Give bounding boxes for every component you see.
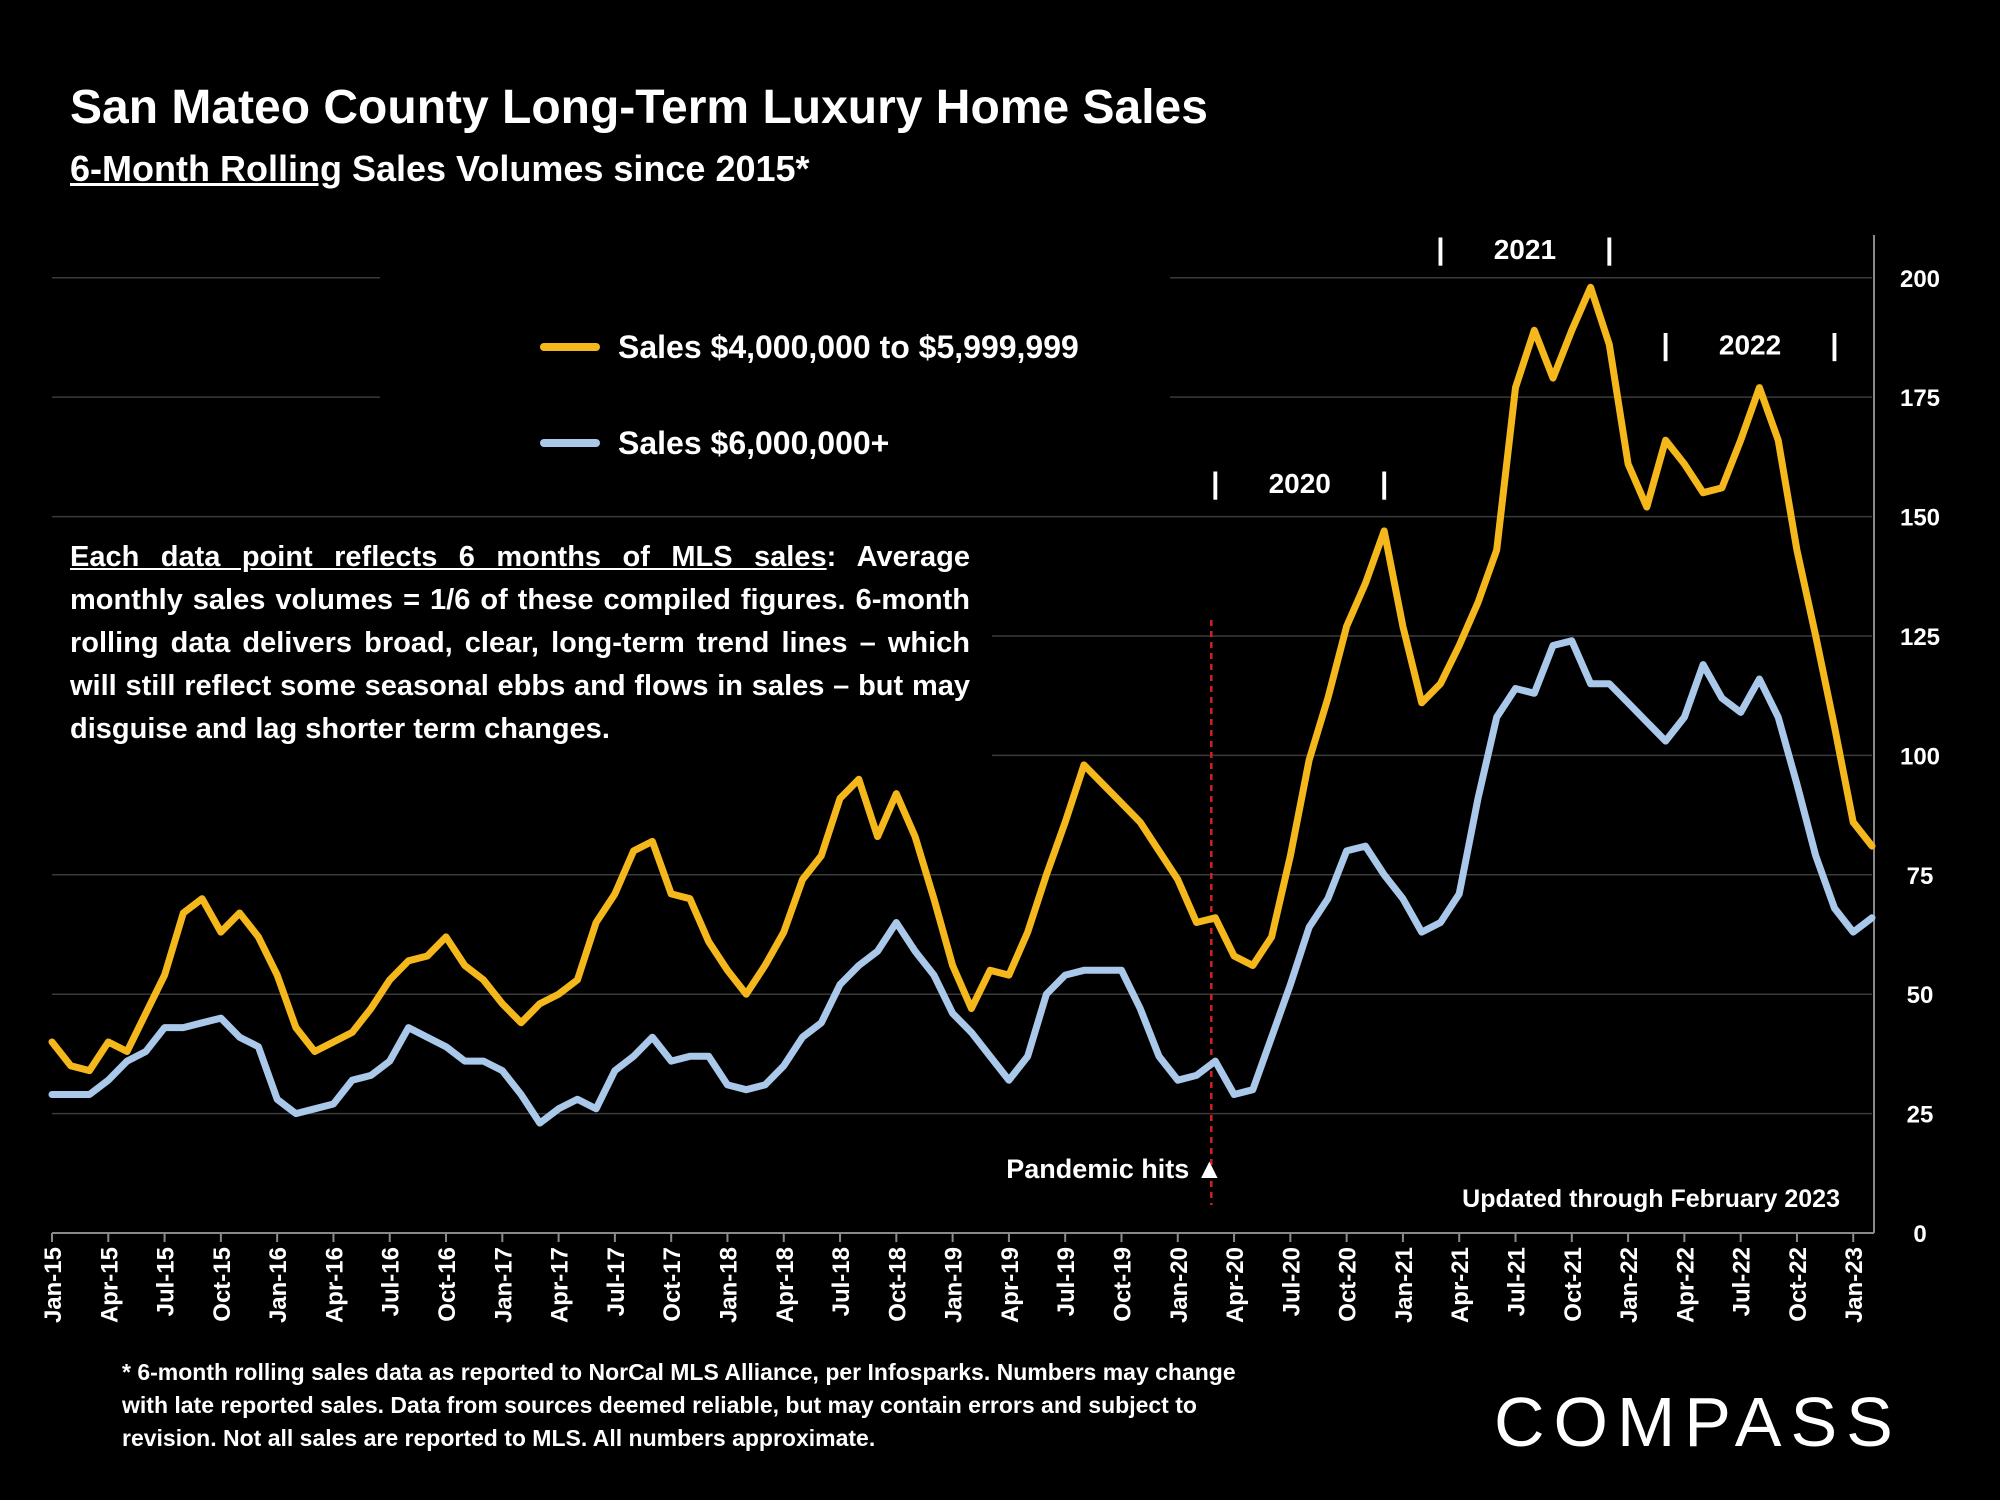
x-tick-label-Jan-17: Jan-17 xyxy=(490,1247,517,1323)
year-label-2020: 2020 xyxy=(1269,468,1331,499)
x-tick-label-Jul-15: Jul-15 xyxy=(153,1247,180,1316)
year-label-2021: 2021 xyxy=(1494,234,1556,265)
y-tick-label-125: 125 xyxy=(1900,624,1940,651)
x-tick-label-Oct-21: Oct-21 xyxy=(1560,1247,1587,1322)
x-tick-label-Apr-16: Apr-16 xyxy=(321,1247,348,1323)
x-tick-label-Apr-15: Apr-15 xyxy=(96,1247,123,1323)
year-bracket-right-2021: | xyxy=(1605,233,1613,266)
x-tick-label-Jan-23: Jan-23 xyxy=(1841,1247,1868,1323)
x-tick-label-Jul-20: Jul-20 xyxy=(1278,1247,1305,1316)
x-tick-label-Oct-15: Oct-15 xyxy=(209,1247,236,1322)
x-tick-label-Apr-17: Apr-17 xyxy=(547,1247,574,1323)
x-tick-label-Jul-17: Jul-17 xyxy=(603,1247,630,1316)
x-tick-label-Apr-19: Apr-19 xyxy=(997,1247,1024,1323)
subtitle-underlined: 6-Month Rolling xyxy=(70,148,342,189)
y-tick-label-25: 25 xyxy=(1907,1102,1934,1129)
note-rest: : Average monthly sales volumes = 1/6 of… xyxy=(70,541,970,745)
x-tick-label-Jan-21: Jan-21 xyxy=(1391,1247,1418,1323)
x-tick-label-Jul-18: Jul-18 xyxy=(828,1247,855,1316)
year-bracket-left-2022: | xyxy=(1661,329,1669,362)
x-tick-label-Oct-16: Oct-16 xyxy=(434,1247,461,1322)
year-bracket-left-2020: | xyxy=(1211,467,1219,500)
legend-item-4m-6m: Sales $4,000,000 to $5,999,999 xyxy=(540,318,1079,376)
compass-logo: COMPASS xyxy=(1494,1383,1902,1461)
year-label-2022: 2022 xyxy=(1719,330,1781,361)
chart-legend: Sales $4,000,000 to $5,999,999 Sales $6,… xyxy=(540,318,1079,510)
x-tick-label-Oct-17: Oct-17 xyxy=(659,1247,686,1322)
x-tick-label-Apr-22: Apr-22 xyxy=(1672,1247,1699,1323)
x-tick-label-Jan-19: Jan-19 xyxy=(941,1247,968,1323)
pandemic-label: Pandemic hits xyxy=(1006,1154,1189,1184)
x-tick-label-Jul-16: Jul-16 xyxy=(378,1247,405,1316)
legend-swatch-4m-6m xyxy=(540,343,600,351)
x-tick-label-Jul-21: Jul-21 xyxy=(1504,1247,1531,1316)
x-tick-label-Oct-18: Oct-18 xyxy=(884,1247,911,1322)
subtitle-rest: Sales Volumes since 2015* xyxy=(341,148,810,189)
y-tick-label-175: 175 xyxy=(1900,385,1940,412)
x-tick-label-Jan-20: Jan-20 xyxy=(1166,1247,1193,1323)
x-tick-label-Jan-16: Jan-16 xyxy=(265,1247,292,1323)
legend-swatch-6m-plus xyxy=(540,439,600,447)
x-tick-label-Jan-22: Jan-22 xyxy=(1616,1247,1643,1323)
methodology-note: Each data point reflects 6 months of MLS… xyxy=(70,536,970,751)
year-bracket-left-2021: | xyxy=(1436,233,1444,266)
x-tick-label-Oct-19: Oct-19 xyxy=(1109,1247,1136,1322)
updated-label: Updated through February 2023 xyxy=(1462,1185,1840,1213)
chart-title: San Mateo County Long-Term Luxury Home S… xyxy=(70,81,1208,134)
note-backdrop xyxy=(52,520,992,760)
legend-backdrop xyxy=(380,270,1170,460)
year-bracket-right-2022: | xyxy=(1830,329,1838,362)
x-tick-label-Apr-20: Apr-20 xyxy=(1222,1247,1249,1323)
y-tick-label-100: 100 xyxy=(1900,743,1940,770)
series-line-4m-6m xyxy=(48,283,1876,1075)
series-line-6m-plus xyxy=(48,637,1876,1127)
y-tick-label-150: 150 xyxy=(1900,505,1940,532)
legend-label-4m-6m: Sales $4,000,000 to $5,999,999 xyxy=(618,328,1079,365)
x-tick-label-Oct-20: Oct-20 xyxy=(1335,1247,1362,1322)
x-tick-label-Jan-15: Jan-15 xyxy=(40,1247,67,1323)
x-tick-label-Jan-18: Jan-18 xyxy=(715,1247,742,1323)
y-tick-label-75: 75 xyxy=(1907,863,1934,890)
legend-label-6m-plus: Sales $6,000,000+ xyxy=(618,424,890,461)
note-underlined: Each data point reflects 6 months of MLS… xyxy=(70,541,827,573)
footnote: * 6-month rolling sales data as reported… xyxy=(122,1359,1236,1451)
pandemic-marker-icon: ▲ xyxy=(1195,1153,1223,1184)
x-tick-label-Apr-21: Apr-21 xyxy=(1447,1247,1474,1323)
x-tick-label-Apr-18: Apr-18 xyxy=(772,1247,799,1323)
x-tick-label-Jul-22: Jul-22 xyxy=(1729,1247,1756,1316)
year-bracket-right-2020: | xyxy=(1380,467,1388,500)
y-tick-label-0: 0 xyxy=(1913,1221,1926,1248)
chart-subtitle: 6-Month Rolling Sales Volumes since 2015… xyxy=(70,148,810,190)
x-tick-label-Jul-19: Jul-19 xyxy=(1053,1247,1080,1316)
legend-item-6m-plus: Sales $6,000,000+ xyxy=(540,414,1079,472)
y-tick-label-50: 50 xyxy=(1907,982,1934,1009)
y-tick-label-200: 200 xyxy=(1900,266,1940,293)
x-tick-label-Oct-22: Oct-22 xyxy=(1785,1247,1812,1322)
